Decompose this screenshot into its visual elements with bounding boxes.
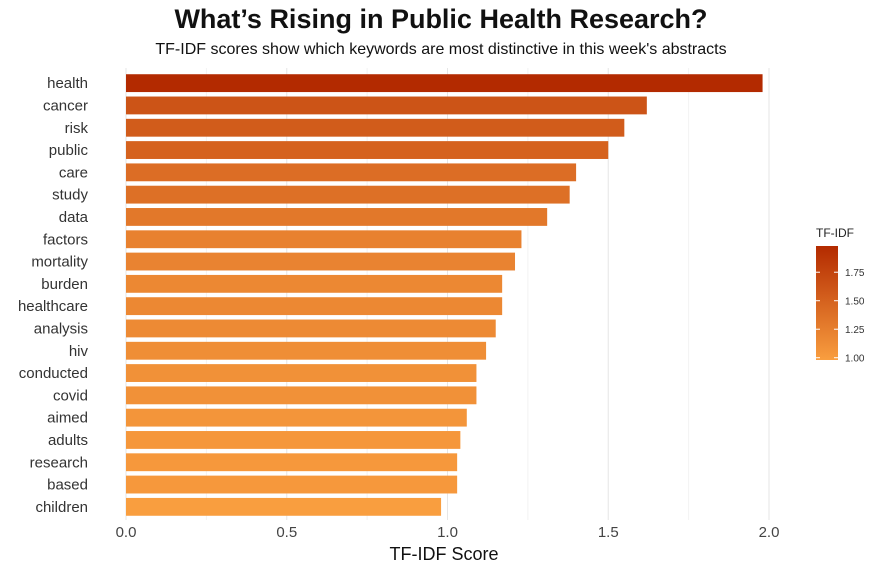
- bars-group: [126, 74, 763, 516]
- bar-healthcare: [126, 297, 503, 316]
- bar-aimed: [126, 408, 467, 427]
- bar-factors: [126, 230, 522, 249]
- color-legend: TF-IDF 1.75 1.50 1.25 1.00: [816, 226, 865, 365]
- category-label: conducted: [19, 365, 88, 382]
- bar-hiv: [126, 341, 487, 360]
- legend-tick-label: 1.25: [845, 325, 865, 336]
- legend-tick-label: 1.50: [845, 297, 865, 308]
- legend-colorbar: [816, 246, 838, 360]
- chart-subtitle: TF-IDF scores show which keywords are mo…: [155, 41, 727, 58]
- x-tick-label: 1.5: [598, 524, 619, 541]
- category-label: data: [59, 209, 89, 226]
- category-labels: health cancer risk public care study data facto…: [18, 75, 89, 516]
- category-label: health: [47, 75, 88, 92]
- category-label: hiv: [69, 343, 89, 360]
- x-axis-ticks: 0.0 0.5 1.0 1.5 2.0: [116, 524, 780, 541]
- legend-title: TF-IDF: [816, 226, 854, 240]
- x-tick-label: 0.0: [116, 524, 137, 541]
- category-label: cancer: [43, 97, 88, 114]
- chart-title: What’s Rising in Public Health Research?: [174, 4, 708, 34]
- x-tick-label: 0.5: [276, 524, 297, 541]
- bar-children: [126, 497, 442, 516]
- bar-care: [126, 163, 577, 182]
- bar-cancer: [126, 96, 647, 115]
- bar-mortality: [126, 252, 516, 271]
- category-label: factors: [43, 231, 88, 248]
- bar-based: [126, 475, 458, 494]
- category-label: study: [52, 187, 88, 204]
- category-label: based: [47, 477, 88, 494]
- bar-data: [126, 208, 548, 226]
- category-label: healthcare: [18, 298, 88, 315]
- category-label: burden: [41, 276, 88, 293]
- category-label: mortality: [31, 254, 88, 271]
- legend-tick-label: 1.00: [845, 354, 865, 365]
- legend-tick-label: 1.75: [845, 268, 865, 279]
- category-label: children: [35, 499, 88, 516]
- x-tick-label: 2.0: [759, 524, 780, 541]
- category-label: research: [30, 454, 88, 471]
- category-label: risk: [65, 120, 89, 137]
- bar-conducted: [126, 364, 477, 382]
- category-label: covid: [53, 387, 88, 404]
- bar-research: [126, 453, 458, 472]
- x-tick-label: 1.0: [437, 524, 458, 541]
- category-label: adults: [48, 432, 88, 449]
- bar-analysis: [126, 319, 496, 338]
- category-label: care: [59, 164, 88, 181]
- bar-risk: [126, 118, 625, 137]
- bar-health: [126, 74, 763, 93]
- bar-burden: [126, 274, 503, 293]
- x-axis-label: TF-IDF Score: [389, 544, 498, 564]
- bar-study: [126, 185, 570, 204]
- bar-public: [126, 141, 609, 159]
- bar-adults: [126, 431, 461, 449]
- category-label: aimed: [47, 410, 88, 427]
- category-label: analysis: [34, 320, 88, 337]
- bar-covid: [126, 386, 477, 405]
- category-label: public: [49, 142, 89, 159]
